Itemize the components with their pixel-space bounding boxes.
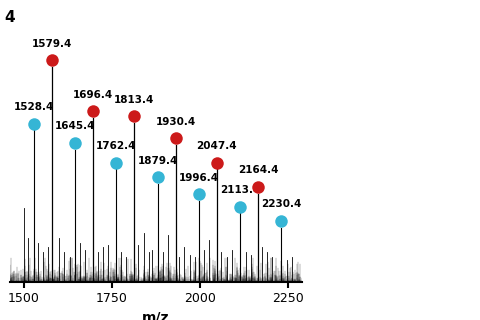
Text: 1879.4: 1879.4 [137,156,178,165]
Text: 1528.4: 1528.4 [13,102,54,112]
Text: 1579.4: 1579.4 [32,38,72,49]
Text: 2113.4: 2113.4 [220,185,260,195]
Text: 1930.4: 1930.4 [156,116,196,126]
Text: 1696.4: 1696.4 [73,90,113,100]
Text: 2164.4: 2164.4 [238,165,278,175]
Text: 2230.4: 2230.4 [261,199,301,209]
Text: 1762.4: 1762.4 [96,141,136,151]
Text: 1996.4: 1996.4 [179,172,219,183]
Text: 1813.4: 1813.4 [114,95,155,105]
X-axis label: m/z: m/z [142,311,170,320]
Text: 4: 4 [5,10,15,25]
Text: 2047.4: 2047.4 [196,141,237,151]
Text: 1645.4: 1645.4 [55,121,95,132]
